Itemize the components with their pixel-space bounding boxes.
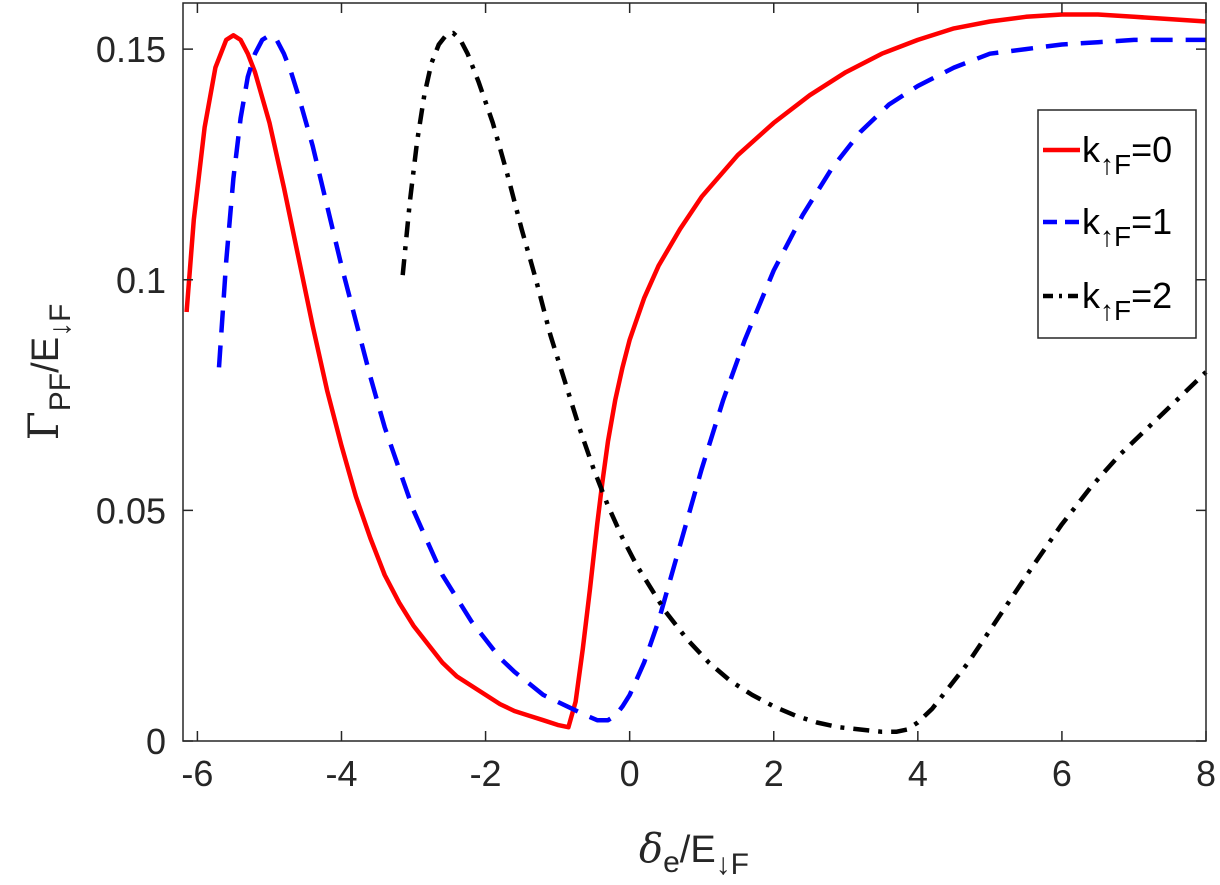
y-axis-label-sub1: PF	[44, 373, 77, 411]
y-tick-label: 0.1	[116, 260, 166, 301]
x-tick-label: -4	[325, 753, 357, 794]
y-axis-label-main: Γ	[19, 411, 68, 440]
x-tick-label: 4	[908, 753, 928, 794]
x-tick-label: 6	[1052, 753, 1072, 794]
x-axis-label-sub2: ↓F	[716, 848, 749, 881]
x-axis-label: δe/E↓F	[639, 826, 749, 881]
plot-background	[183, 3, 1206, 741]
series-line-0	[184, 12, 1207, 730]
legend-label-2: k↑F=2	[1082, 275, 1172, 326]
x-tick-label: 0	[620, 753, 640, 794]
y-tick-label: 0.05	[96, 490, 166, 531]
y-tick-label: 0.15	[96, 29, 166, 70]
legend-items: k↑F=0 k↑F=1 k↑F=2	[1043, 129, 1172, 326]
series-layer	[184, 12, 1208, 735]
ticks-layer: -6 -4 -2 0 2 4 6 8 0 0.05 0.1 0.15	[96, 3, 1216, 794]
y-axis-label-sub2: ↓F	[44, 304, 77, 337]
x-axis-label-sub1: e	[663, 846, 680, 879]
legend-label-0: k↑F=0	[1082, 129, 1172, 180]
y-axis-label: ΓPF/E↓F	[19, 304, 77, 441]
y-tick-label: 0	[146, 721, 166, 762]
legend-label-1: k↑F=1	[1082, 201, 1172, 252]
x-tick-label: -6	[181, 753, 213, 794]
x-tick-label: -2	[470, 753, 502, 794]
x-axis-label-mid: /E	[680, 829, 716, 871]
x-axis-label-main: δ	[639, 826, 663, 872]
series-line-1	[216, 33, 1206, 723]
x-tick-label: 2	[764, 753, 784, 794]
plot-area	[182, 2, 1208, 742]
axes-box	[182, 2, 1207, 742]
y-axis-label-mid: /E	[25, 337, 67, 373]
x-tick-label: 8	[1196, 753, 1216, 794]
legend: k↑F=0 k↑F=1 k↑F=2	[1037, 109, 1197, 339]
